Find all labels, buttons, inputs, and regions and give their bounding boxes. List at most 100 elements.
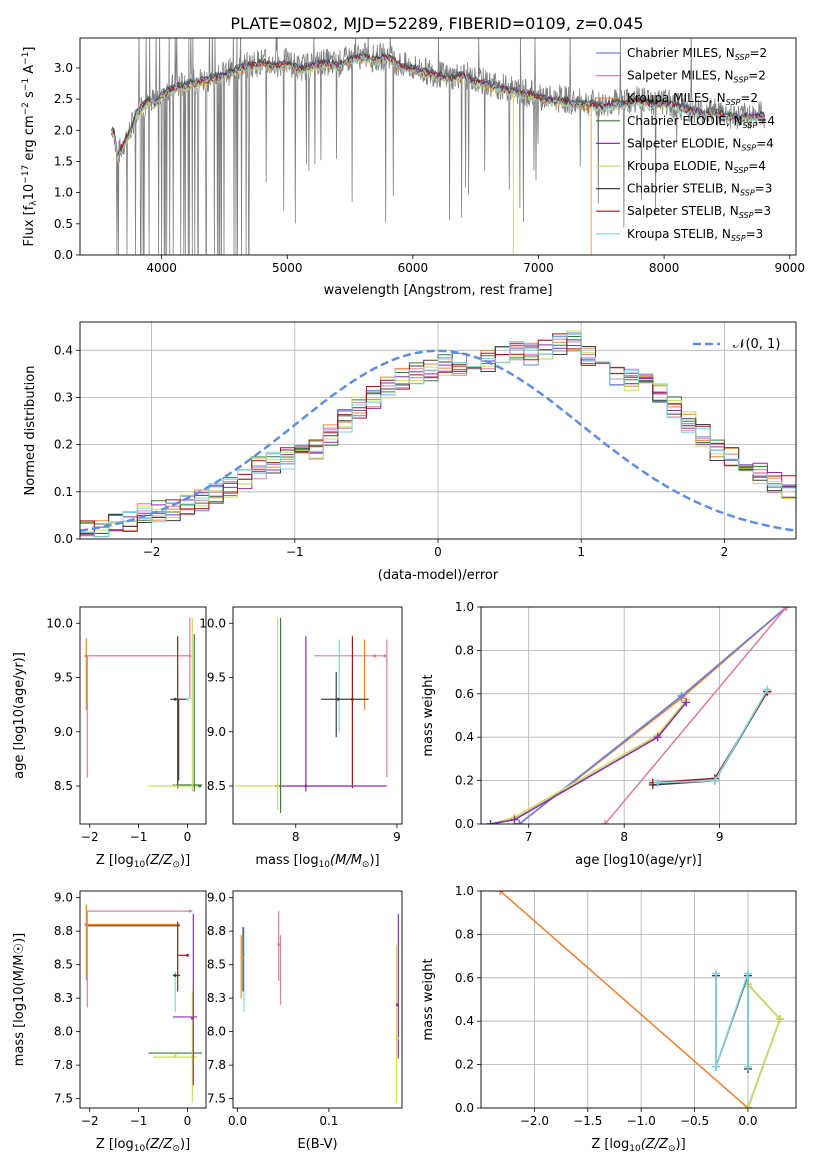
y-axis-label: mass weight	[421, 958, 436, 1040]
y-tick-label: 8.3	[54, 991, 73, 1005]
y-tick-label: 9.0	[54, 891, 73, 905]
y-tick-label: 0.6	[455, 687, 474, 701]
y-axis-label: Flux [fλ10−17 erg cm−2 s−1 A−1]	[21, 47, 39, 247]
x-tick-label: 8000	[649, 261, 680, 275]
series-line-kroupa-elodie	[747, 982, 781, 1108]
x-axis-label: wavelength [Angstrom, rest frame]	[324, 283, 553, 298]
series-line-kroupa-miles	[499, 891, 749, 1108]
y-tick-label: 1.0	[54, 186, 73, 200]
data-point	[383, 654, 387, 658]
series-line-kroupa-elodie	[490, 699, 687, 824]
spectrum-plot-area	[111, 38, 765, 255]
x-tick-label: 0.1	[319, 1114, 338, 1128]
y-tick-label: 8.8	[207, 924, 226, 938]
x-tick-label: −1.0	[627, 1114, 656, 1128]
series-marker	[743, 1062, 752, 1071]
series-marker	[601, 820, 610, 824]
histogram-plot-area	[80, 330, 796, 538]
x-tick-label: −1	[130, 1114, 148, 1128]
x-tick-label: 1	[577, 545, 585, 559]
y-tick-label: 7.5	[207, 1092, 226, 1106]
axes-frame	[480, 890, 797, 1109]
y-tick-label: 9.5	[207, 671, 226, 685]
panel-5: 7 8 9 0.0 0.2 0.4 0.6 0.8 1.0 age [log10(age/yr)]…	[421, 600, 797, 868]
series-line-salpeter-miles	[604, 607, 788, 824]
x-tick-label: 4000	[146, 261, 177, 275]
y-tick-label: 0.4	[54, 343, 73, 357]
model-spectrum-kroupa-stelib	[111, 55, 765, 159]
y-tick-label: 8.5	[54, 779, 73, 793]
x-tick-label: −2	[81, 1114, 99, 1128]
x-axis-label: age [log10(age/yr)]	[575, 853, 702, 868]
x-tick-label: −2	[81, 830, 99, 844]
legend-label: Kroupa STELIB, NSSP=3	[627, 227, 763, 243]
y-tick-label: 0.4	[455, 730, 474, 744]
histogram-kroupa-miles	[80, 339, 796, 536]
y-tick-label: 8.0	[54, 1025, 73, 1039]
data-point	[373, 654, 377, 658]
panel-1: 4000 5000 6000 7000 8000 9000 0.0 0.5 1.0 1.5 2.0 2…	[21, 37, 805, 298]
x-tick-label: 0	[434, 545, 442, 559]
data-point	[173, 697, 177, 701]
y-tick-label: 9.5	[54, 671, 73, 685]
legend-label: Kroupa ELODIE, NSSP=4	[627, 159, 766, 175]
legend-label: Salpeter ELODIE, NSSP=4	[627, 136, 774, 152]
y-tick-label: 7.8	[54, 1058, 73, 1072]
y-tick-label: 2.5	[54, 92, 73, 106]
series-marker	[653, 733, 662, 742]
series-marker	[677, 691, 686, 700]
legend-label: Chabrier STELIB, NSSP=3	[627, 182, 772, 198]
legend-label: Chabrier ELODIE, NSSP=4	[627, 114, 775, 130]
data-point	[84, 654, 88, 658]
y-tick-label: 9.0	[207, 725, 226, 739]
y-tick-label: 0.5	[54, 217, 73, 231]
x-tick-label: −1.5	[573, 1114, 602, 1128]
x-tick-label: 8	[292, 830, 300, 844]
line-plot-area	[496, 891, 784, 1108]
data-point	[188, 909, 192, 913]
axes-frame	[79, 37, 797, 256]
x-tick-label: 0.0	[228, 1114, 247, 1128]
series-line-salpeter-elodie	[490, 701, 687, 824]
data-point	[276, 784, 280, 788]
data-point	[84, 922, 88, 926]
y-tick-label: 0.8	[455, 927, 474, 941]
y-tick-label: 0.0	[54, 532, 73, 546]
line-plot-area	[486, 607, 791, 824]
y-axis-label: Normed distribution	[23, 366, 38, 496]
scatter-plot-area	[235, 617, 388, 814]
x-tick-label: 7000	[523, 261, 554, 275]
data-point	[350, 697, 354, 701]
x-tick-label: 5000	[272, 261, 303, 275]
scatter-plot-area	[240, 911, 399, 1103]
axes-frame	[79, 890, 207, 1109]
y-tick-label: 1.0	[455, 600, 474, 614]
series-line-kroupa-stelib	[715, 973, 749, 1068]
y-tick-label: 1.0	[455, 884, 474, 898]
data-point	[240, 956, 244, 960]
legend-label: 𝒩(0, 1)	[733, 337, 780, 352]
y-tick-label: 10.0	[46, 616, 73, 630]
series-marker	[775, 1015, 784, 1024]
x-tick-label: 0.0	[738, 1114, 757, 1128]
x-axis-label: E(B-V)	[297, 1137, 337, 1152]
series-marker	[496, 891, 505, 895]
series-marker	[711, 969, 720, 978]
y-tick-label: 8.0	[207, 1025, 226, 1039]
series-line-salpeter-elodie	[747, 983, 781, 1108]
x-tick-label: −1	[130, 830, 148, 844]
y-tick-label: 8.5	[54, 958, 73, 972]
y-tick-label: 0.6	[455, 971, 474, 985]
normal-reference-curve	[80, 349, 796, 532]
series-marker	[763, 685, 772, 694]
y-tick-label: 9.0	[207, 891, 226, 905]
histogram-kroupa-stelib	[80, 333, 796, 538]
y-tick-label: 7.5	[54, 1092, 73, 1106]
axes-frame	[79, 606, 207, 825]
y-tick-label: 0.2	[54, 438, 73, 452]
legend-label: Salpeter MILES, NSSP=2	[627, 69, 766, 85]
y-tick-label: 0.0	[455, 1101, 474, 1115]
x-tick-label: 8	[620, 830, 628, 844]
y-axis-label: mass [log10(M/M☉)]	[12, 933, 27, 1066]
